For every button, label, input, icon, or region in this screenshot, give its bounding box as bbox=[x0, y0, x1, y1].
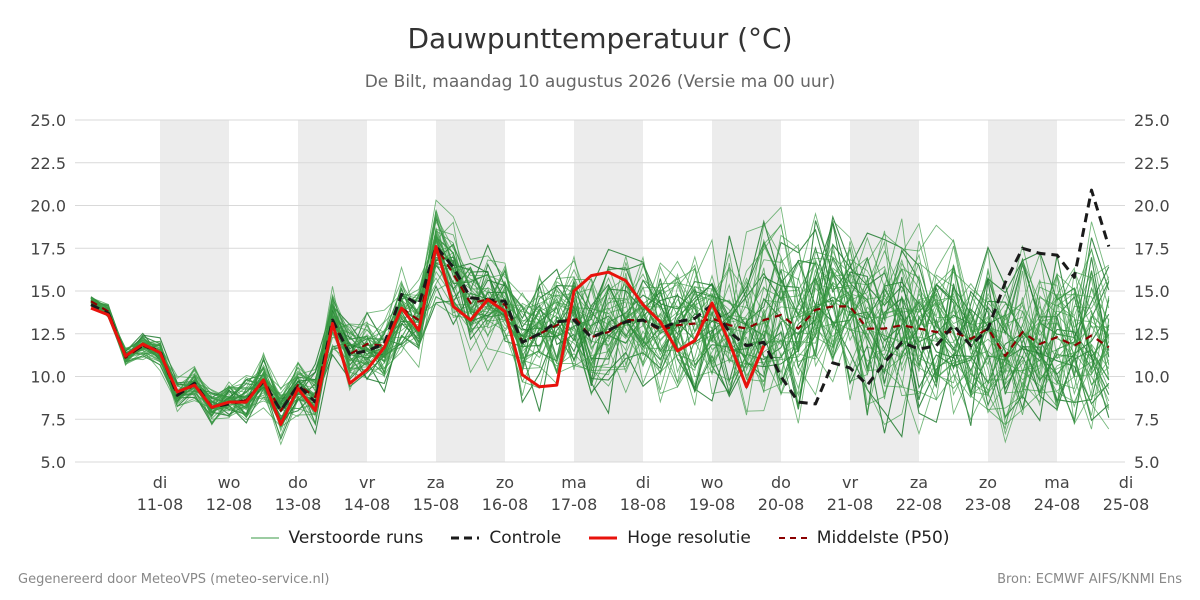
ensemble-member-line bbox=[90, 248, 1110, 411]
x-tick-date: 13-08 bbox=[275, 495, 322, 514]
x-tick-date: 17-08 bbox=[551, 495, 598, 514]
x-tick-date: 21-08 bbox=[827, 495, 874, 514]
x-tick-date: 19-08 bbox=[689, 495, 736, 514]
ensemble-member-line bbox=[90, 215, 1110, 412]
ensemble-member-line bbox=[90, 224, 1110, 424]
x-tick-date: 14-08 bbox=[344, 495, 391, 514]
legend-item-hires: Hoge resolutie bbox=[589, 528, 751, 548]
ensemble-member-line bbox=[90, 238, 1110, 426]
x-tick-day: zo bbox=[496, 473, 514, 492]
x-tick-date: 15-08 bbox=[413, 495, 460, 514]
y-tick-label-right: 7.5 bbox=[1134, 410, 1159, 429]
ensemble-member-line bbox=[90, 235, 1110, 417]
footer-credit: Gegenereerd door MeteoVPS (meteo-service… bbox=[18, 572, 330, 587]
y-tick-label-left: 20.0 bbox=[30, 197, 66, 216]
x-tick-date: 22-08 bbox=[896, 495, 943, 514]
hires-line bbox=[90, 245, 766, 426]
y-axis-right: 5.0 7.5 10.0 12.5 15.0 17.5 20.0 22.5 25.0 bbox=[1134, 111, 1170, 472]
legend-swatch-hires bbox=[589, 536, 618, 540]
x-tick-date: 20-08 bbox=[758, 495, 805, 514]
x-tick-day: do bbox=[771, 473, 791, 492]
ensemble-member-line bbox=[90, 264, 1110, 421]
ensemble-member-line bbox=[90, 220, 1110, 416]
chart-subtitle: De Bilt, maandag 10 augustus 2026 (Versi… bbox=[364, 72, 836, 92]
ensemble-member-line bbox=[90, 234, 1110, 416]
legend-label-hires: Hoge resolutie bbox=[627, 528, 751, 548]
y-tick-label-right: 15.0 bbox=[1134, 282, 1170, 301]
x-tick-day: ma bbox=[561, 473, 586, 492]
y-axis-left: 5.0 7.5 10.0 12.5 15.0 17.5 20.0 22.5 25.0 bbox=[30, 111, 66, 472]
legend-label-members: Verstoorde runs bbox=[288, 528, 424, 548]
x-tick-date: 11-08 bbox=[137, 495, 184, 514]
legend-swatch-median bbox=[778, 537, 807, 539]
legend-swatch-control bbox=[451, 536, 480, 540]
x-tick-date: 12-08 bbox=[206, 495, 253, 514]
legend-item-median: Middelste (P50) bbox=[778, 528, 950, 548]
y-tick-label-right: 25.0 bbox=[1134, 111, 1170, 130]
x-axis: di 11-08 wo 12-08 do 13-08 vr 14-08 za 15-08 zo 16-… bbox=[137, 473, 1150, 514]
x-tick-date: 18-08 bbox=[620, 495, 667, 514]
x-tick-day: zo bbox=[979, 473, 997, 492]
footer-source: Bron: ECMWF AIFS/KNMI Ens bbox=[997, 572, 1182, 587]
x-tick-day: za bbox=[427, 473, 445, 492]
y-tick-label-left: 5.0 bbox=[41, 453, 66, 472]
y-tick-label-left: 25.0 bbox=[30, 111, 66, 130]
ensemble-member-line bbox=[90, 206, 1110, 408]
y-tick-label-left: 7.5 bbox=[41, 410, 66, 429]
legend-swatch-members bbox=[250, 537, 279, 539]
y-tick-label-left: 15.0 bbox=[30, 282, 66, 301]
x-tick-date: 16-08 bbox=[482, 495, 529, 514]
ensemble-member-line bbox=[90, 231, 1110, 414]
x-tick-day: vr bbox=[842, 473, 858, 492]
x-tick-day: wo bbox=[218, 473, 241, 492]
y-tick-label-right: 12.5 bbox=[1134, 325, 1170, 344]
chart-title: Dauwpunttemperatuur (°C) bbox=[407, 22, 793, 55]
y-tick-label-right: 22.5 bbox=[1134, 154, 1170, 173]
x-tick-date: 24-08 bbox=[1034, 495, 1081, 514]
x-tick-day: di bbox=[636, 473, 651, 492]
y-tick-label-right: 17.5 bbox=[1134, 239, 1170, 258]
legend: Verstoorde runs Controle Hoge resolutie … bbox=[0, 528, 1200, 548]
x-tick-date: 23-08 bbox=[965, 495, 1012, 514]
y-tick-label-left: 12.5 bbox=[30, 325, 66, 344]
legend-item-members: Verstoorde runs bbox=[250, 528, 424, 548]
x-tick-day: vr bbox=[359, 473, 375, 492]
x-tick-day: ma bbox=[1044, 473, 1069, 492]
x-tick-day: do bbox=[288, 473, 308, 492]
y-tick-label-right: 20.0 bbox=[1134, 197, 1170, 216]
x-tick-day: di bbox=[1119, 473, 1134, 492]
main-lines bbox=[90, 188, 1111, 426]
ensemble-member-line bbox=[90, 209, 1110, 414]
x-tick-day: di bbox=[153, 473, 168, 492]
ensemble-member-line bbox=[90, 223, 1110, 418]
x-tick-day: wo bbox=[701, 473, 724, 492]
ensemble-member-line bbox=[90, 210, 1110, 430]
y-tick-label-left: 22.5 bbox=[30, 154, 66, 173]
x-tick-day: za bbox=[910, 473, 928, 492]
y-tick-label-left: 10.0 bbox=[30, 368, 66, 387]
y-tick-label-right: 10.0 bbox=[1134, 368, 1170, 387]
legend-item-control: Controle bbox=[451, 528, 561, 548]
legend-label-median: Middelste (P50) bbox=[816, 528, 950, 548]
y-tick-label-right: 5.0 bbox=[1134, 453, 1159, 472]
legend-label-control: Controle bbox=[489, 528, 562, 548]
y-tick-label-left: 17.5 bbox=[30, 239, 66, 258]
x-tick-date: 25-08 bbox=[1103, 495, 1150, 514]
